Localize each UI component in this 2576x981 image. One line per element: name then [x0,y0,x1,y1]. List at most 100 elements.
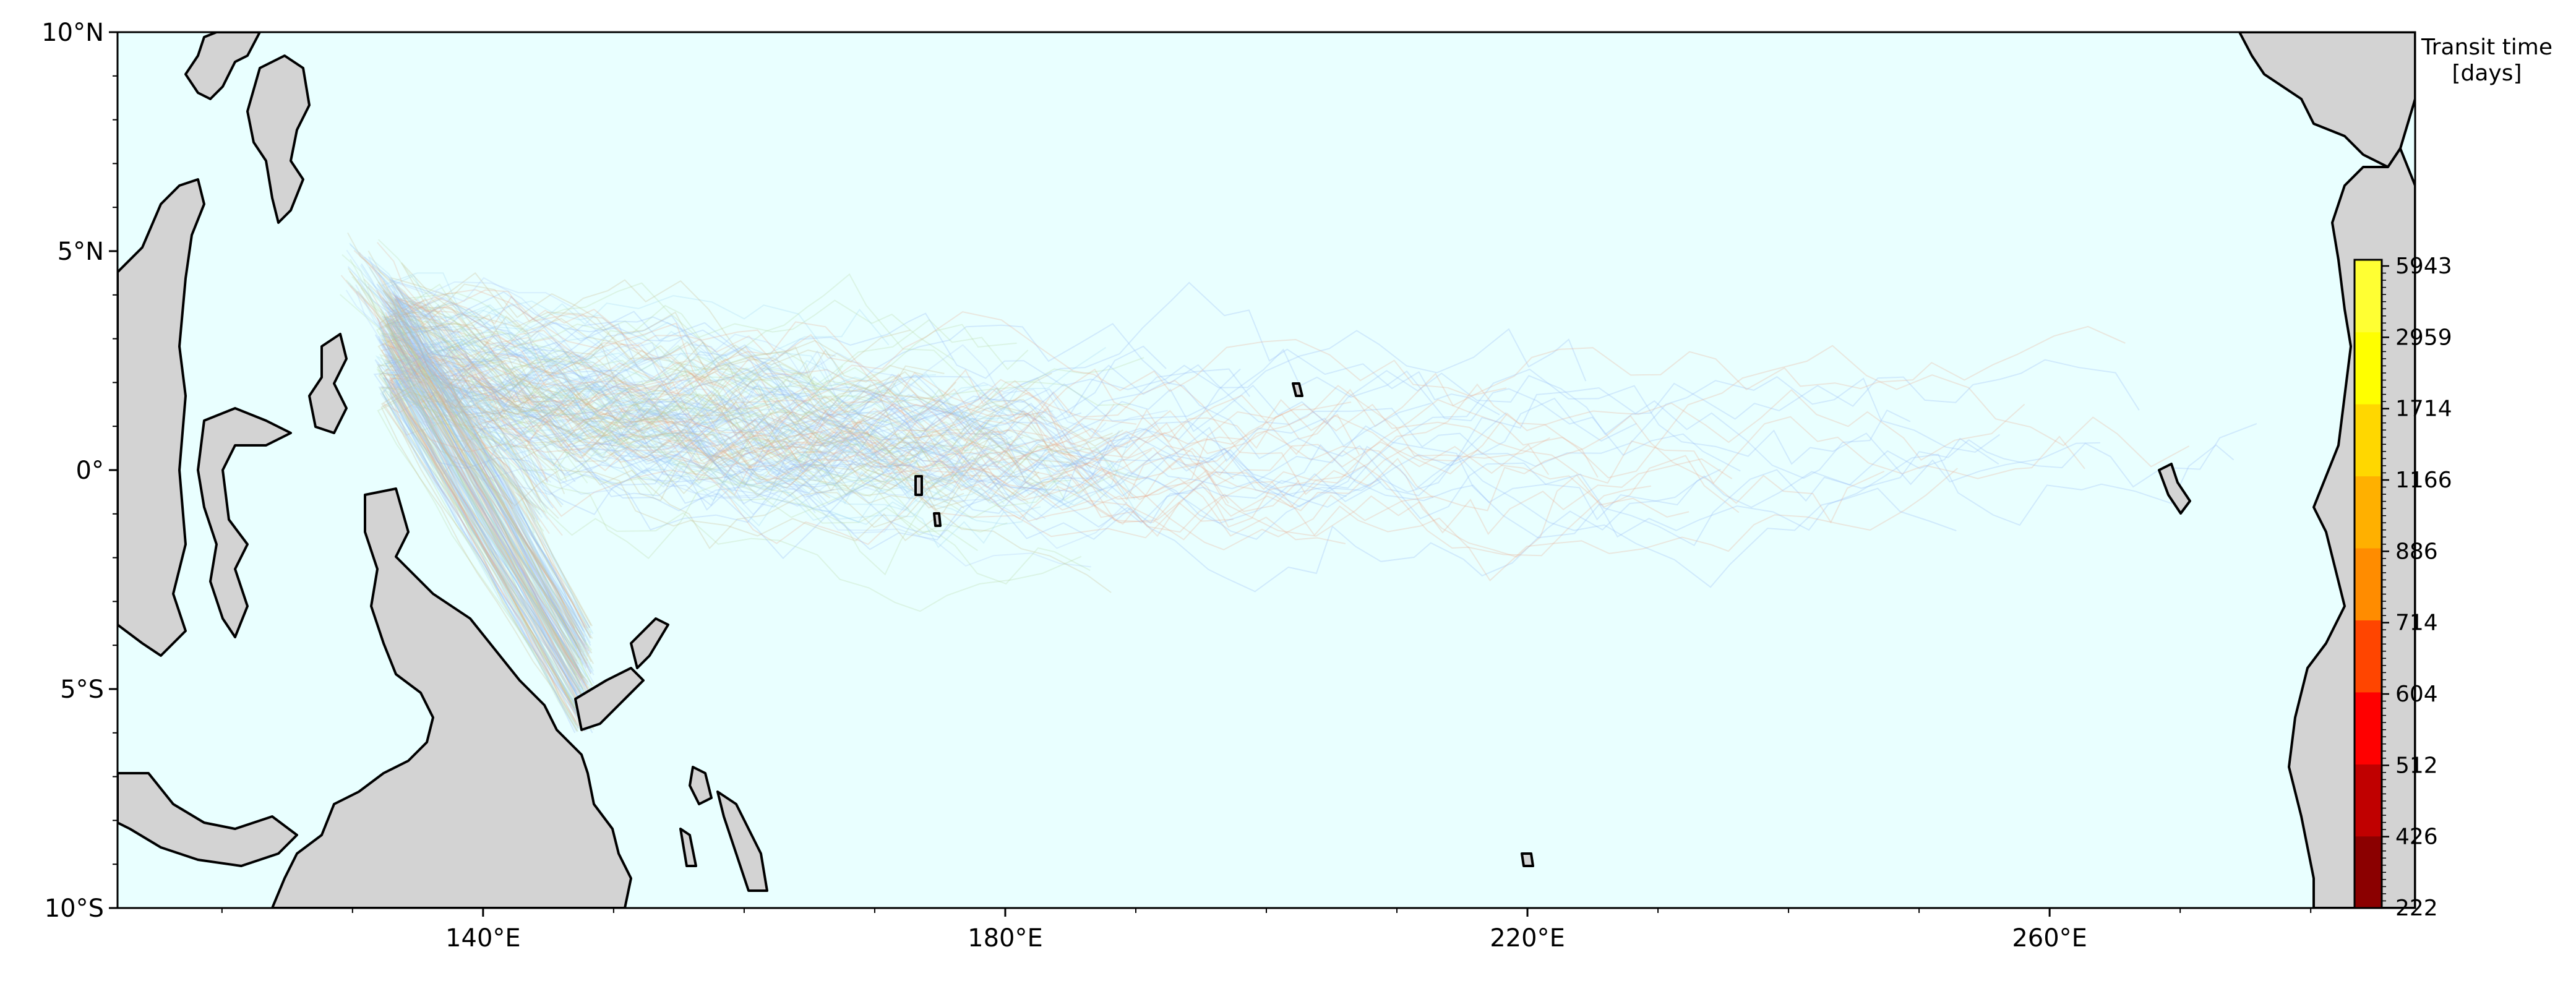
trajectory-line [390,381,1091,705]
trajectory-line [373,371,1234,734]
trajectory-line [397,351,964,730]
trajectory-line [394,298,860,654]
trajectory-line [382,331,898,676]
trajectory-line [388,281,1500,669]
trajectory-line [350,259,547,514]
colorbar-frame [2353,259,2383,909]
trajectory-line [389,273,1046,669]
trajectory-line [380,371,957,709]
trajectory-line [405,354,881,688]
trajectory-line [395,343,888,705]
trajectory-line [357,278,554,509]
trajectory-line [386,302,1131,664]
trajectory-line [382,272,836,626]
trajectory-line [396,294,1587,646]
trajectory-line [384,321,2190,679]
lon-tick-label: 220°E [1490,924,1565,953]
colorbar-segment [2355,332,2382,405]
trajectory-line [393,321,1051,662]
trajectory-line [380,332,844,679]
trajectory-line [392,358,981,730]
colorbar-segment [2355,620,2382,693]
trajectory-line [387,369,1005,724]
trajectory-line [405,336,1005,675]
trajectory-line [377,281,559,519]
trajectory-line [398,328,1114,672]
land-masses [118,32,2415,908]
trajectory-line [377,364,1029,694]
trajectory-line [367,286,550,534]
land-islet-3 [1521,852,1534,867]
trajectory-line [394,368,934,732]
trajectory-line [393,361,1241,713]
trajectory-line [387,306,1507,650]
trajectory-line [389,353,1346,727]
trajectory-line [389,393,1360,732]
trajectory-line [395,319,1041,640]
trajectory-line [382,315,1999,651]
trajectory-line [394,348,816,710]
colorbar-ticks: 222 426 512 604 714 886 1166 1714 2959 5943 [2382,254,2452,921]
trajectory-line [349,242,538,486]
trajectory-line [390,364,1689,710]
trajectory-line [347,281,517,527]
trajectory-line [367,251,565,495]
trajectory-line [390,316,909,687]
lat-tick-label: 5°N [58,238,104,266]
trajectory-line [390,335,818,690]
trajectory-line [384,324,1107,653]
trajectory-line [381,303,843,644]
trajectory-line [397,374,1434,701]
trajectory-line [385,294,889,657]
trajectory-line [392,346,956,718]
trajectory-line [382,280,830,649]
trajectory-line [382,330,1550,687]
trajectory-line [377,239,588,484]
trajectory-line [346,249,552,483]
trajectory-line [401,294,1090,634]
trajectory-line [374,334,1062,675]
trajectory-line [375,355,842,696]
trajectory-line [390,342,1229,692]
colorbar-segment [2355,260,2382,333]
trajectory-line [394,299,1008,641]
trajectory-line [401,262,898,627]
trajectory-line [395,380,988,706]
trajectory-line [378,335,1957,692]
trajectory-line [383,315,1721,669]
trajectory-line [389,364,1228,709]
trajectory-line [390,276,831,626]
trajectory-line [347,268,513,505]
trajectory-line [384,353,949,701]
trajectory-line [389,291,964,639]
trajectory-line [387,335,852,674]
colorbar-tick-label: 886 [2395,539,2438,564]
trajectory-line [382,297,2257,645]
trajectory-line [355,291,527,523]
trajectory-line [380,320,1013,669]
land-solomon-islands [716,790,768,892]
colorbar-segment [2355,403,2382,477]
trajectory-line [392,319,1029,696]
trajectory-line [383,329,1140,711]
trajectory-line [377,284,541,523]
land-solomon-island-3 [679,828,697,867]
trajectory-line [382,369,1129,730]
trajectory-line [381,372,919,711]
land-australia-north [118,772,298,867]
trajectory-line [399,298,949,649]
trajectory-line [389,362,989,734]
trajectory-line [395,286,1958,628]
trajectory-line [380,308,1054,654]
trajectory-line [369,257,542,477]
trajectory-line [357,291,563,536]
trajectory-line [394,294,978,628]
trajectory-line [384,300,1113,634]
trajectory-line [387,342,1020,698]
land-borneo-region [118,178,205,657]
trajectory-line [380,362,872,732]
trajectory-line [376,368,1141,709]
land-solomon-island-2 [689,766,713,805]
colorbar-tick-label: 512 [2395,753,2438,778]
